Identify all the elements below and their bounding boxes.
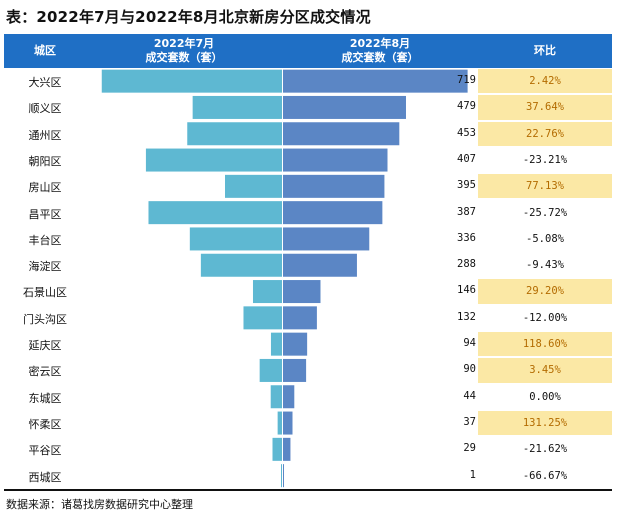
- aug-value-label: 453: [457, 126, 476, 139]
- city-label: 大兴区: [28, 76, 62, 89]
- yoy-cell: -21.62%: [522, 443, 568, 456]
- aug-value-label: 288: [457, 258, 476, 271]
- yoy-cell: 37.64%: [478, 95, 612, 120]
- city-label: 丰台区: [28, 233, 62, 247]
- bar-august: [283, 174, 385, 198]
- bar-july: [101, 69, 282, 93]
- yoy-cell: -5.08%: [526, 232, 564, 245]
- yoy-cell: 2.42%: [478, 69, 612, 94]
- bar-july: [225, 174, 282, 198]
- header-july: 2022年7月 成交套数（套）: [86, 34, 282, 68]
- yoy-cell: 0.00%: [529, 390, 561, 403]
- city-label: 西城区: [28, 470, 62, 484]
- bar-july: [192, 95, 282, 119]
- bar-august: [283, 253, 357, 277]
- source-note: 数据来源：诸葛找房数据研究中心整理: [6, 498, 193, 511]
- aug-value-label: 146: [457, 284, 476, 297]
- yoy-cell: -66.67%: [522, 469, 568, 482]
- bar-august: [283, 411, 293, 435]
- aug-value-label: 395: [457, 179, 476, 192]
- city-label: 东城区: [28, 391, 62, 405]
- aug-value-label: 132: [457, 310, 476, 323]
- bar-august: [283, 280, 321, 304]
- bar-august: [283, 95, 406, 119]
- yoy-cell: 118.60%: [478, 332, 612, 357]
- bar-july: [252, 280, 282, 304]
- yoy-cell: -9.43%: [526, 259, 564, 272]
- city-label: 朝阳区: [28, 154, 62, 168]
- city-label: 门头沟区: [23, 312, 67, 326]
- yoy-cell: 77.13%: [478, 174, 612, 199]
- bar-july: [270, 332, 282, 356]
- yoy-cell: 29.20%: [478, 279, 612, 304]
- city-label: 怀柔区: [28, 417, 62, 431]
- header-aug: 2022年8月 成交套数（套）: [282, 34, 478, 68]
- city-label: 石景山区: [23, 286, 67, 300]
- header-yoy: 环比: [478, 34, 612, 68]
- header-july-line2: 成交套数（套）: [145, 51, 223, 64]
- aug-value-label: 719: [457, 74, 476, 86]
- aug-value-label: 44: [463, 389, 476, 402]
- yoy-cell: -12.00%: [522, 311, 568, 324]
- bar-august: [283, 358, 307, 382]
- bar-august: [283, 227, 370, 251]
- bar-july: [270, 385, 282, 409]
- bar-august: [283, 464, 284, 488]
- header-city: 城区: [4, 34, 86, 68]
- header-july-line1: 2022年7月: [153, 37, 215, 50]
- city-label: 延庆区: [28, 339, 62, 352]
- bar-august: [283, 148, 388, 172]
- bar-august: [283, 69, 468, 93]
- city-label: 房山区: [28, 181, 62, 195]
- aug-value-label: 29: [463, 442, 476, 455]
- city-label: 通州区: [28, 128, 62, 142]
- chart-title: 表：2022年7月与2022年8月北京新房分区成交情况: [6, 8, 371, 26]
- aug-value-label: 90: [463, 363, 476, 376]
- bar-july: [200, 253, 282, 277]
- aug-value-label: 37: [463, 415, 476, 428]
- header-aug-line2: 成交套数（套）: [341, 51, 419, 64]
- bar-august: [283, 332, 308, 356]
- bar-july: [243, 306, 282, 330]
- aug-value-label: 407: [457, 152, 476, 165]
- bar-july: [272, 437, 282, 461]
- yoy-cell: 3.45%: [478, 358, 612, 383]
- bar-august: [283, 437, 291, 461]
- city-label: 昌平区: [28, 207, 62, 221]
- bar-august: [283, 306, 317, 330]
- aug-value-label: 94: [463, 337, 476, 349]
- bar-july: [145, 148, 282, 172]
- yoy-cell: 131.25%: [478, 410, 612, 436]
- header-aug-line1: 2022年8月: [349, 37, 411, 50]
- bar-july: [148, 201, 282, 225]
- bar-july: [187, 122, 282, 146]
- bar-july: [277, 411, 282, 435]
- bar-august: [283, 201, 383, 225]
- city-label: 海淀区: [28, 260, 62, 274]
- bottom-rule: [4, 489, 612, 491]
- yoy-cell: -25.72%: [522, 206, 568, 219]
- header-city-label: 城区: [34, 44, 56, 57]
- aug-value-label: 387: [457, 205, 476, 218]
- bar-july: [281, 464, 282, 488]
- aug-value-label: 1: [469, 468, 476, 481]
- yoy-cell: -23.21%: [522, 153, 568, 166]
- bar-july: [259, 358, 282, 382]
- yoy-cell: 22.76%: [478, 121, 612, 146]
- city-label: 平谷区: [28, 444, 62, 458]
- city-label: 密云区: [28, 365, 62, 379]
- header-yoy-label: 环比: [534, 44, 556, 57]
- bar-august: [283, 122, 400, 146]
- bar-july: [189, 227, 282, 251]
- aug-value-label: 479: [457, 100, 476, 113]
- city-label: 顺义区: [28, 102, 62, 116]
- bar-august: [283, 385, 295, 409]
- aug-value-label: 336: [457, 231, 476, 244]
